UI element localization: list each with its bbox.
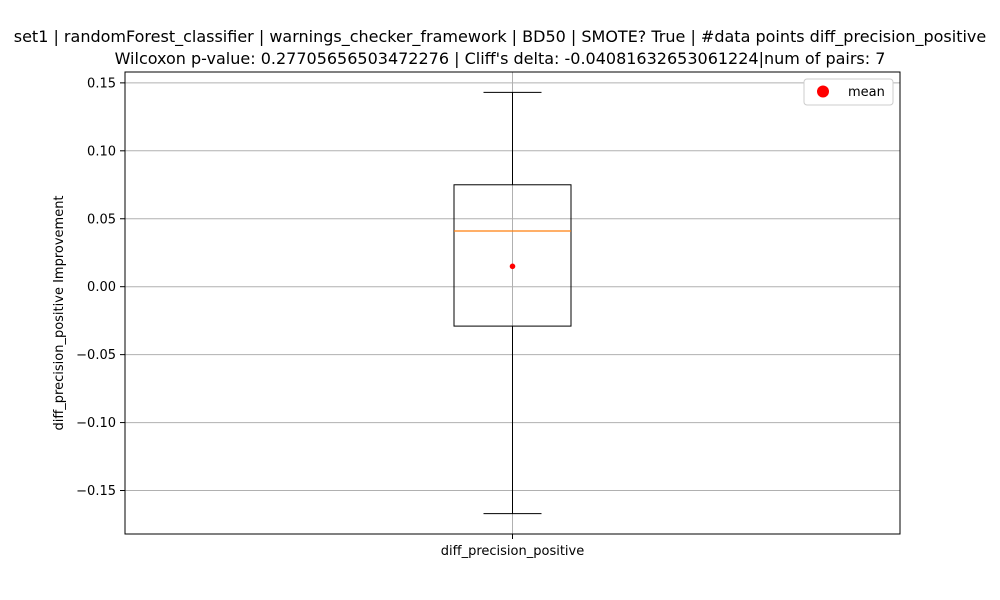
- legend-label-mean: mean: [848, 85, 885, 100]
- mean-marker: [509, 263, 516, 270]
- y-axis-label: diff_precision_positive Improvement: [52, 195, 67, 430]
- y-tick-label: −0.05: [76, 348, 116, 363]
- chart-title-line-2: Wilcoxon p-value: 0.27705656503472276 | …: [114, 49, 886, 68]
- y-tick-label: 0.00: [87, 280, 116, 295]
- legend-box: [803, 78, 894, 106]
- iqr-box: [453, 184, 572, 327]
- y-tick-label: −0.10: [76, 416, 116, 431]
- y-tick-label: 0.15: [87, 76, 116, 91]
- legend: mean: [803, 78, 894, 106]
- y-tick-label: −0.15: [76, 484, 116, 499]
- y-tick-label: 0.05: [87, 212, 116, 227]
- x-tick-label: diff_precision_positive: [441, 544, 584, 559]
- chart-title-line-1: set1 | randomForest_classifier | warning…: [13, 27, 987, 46]
- plot-layer: [453, 91, 572, 515]
- legend-mean-marker: [817, 85, 829, 98]
- tick-layer: −0.15 −0.10 −0.05 0.00 0.05 0.10 0.15 diff_prec…: [76, 76, 584, 559]
- y-tick-label: 0.10: [87, 144, 116, 159]
